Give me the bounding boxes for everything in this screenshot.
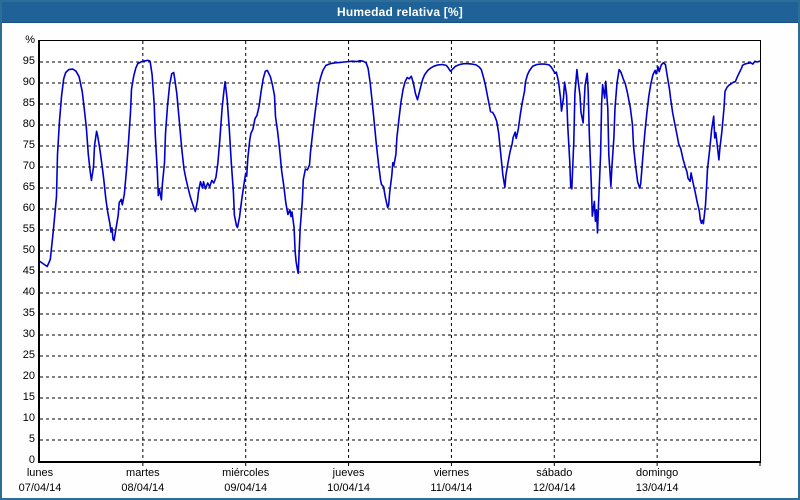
x-tick-label: martes 08/04/14 (91, 466, 195, 496)
window-title: Humedad relativa [%] (336, 5, 464, 19)
title-bar: Humedad relativa [%] (2, 2, 798, 23)
day-name-label: lunes (26, 467, 54, 479)
y-tick-label: 0 (28, 454, 35, 466)
y-tick-label: 60 (22, 202, 35, 214)
day-name-label: martes (126, 467, 160, 479)
y-tick-label: 45 (22, 265, 35, 277)
y-tick-label: 25 (22, 349, 35, 361)
y-tick-label: 10 (22, 412, 35, 424)
day-name-label: sábado (536, 467, 573, 479)
humidity-series-line (39, 59, 761, 275)
humidity-line-chart (39, 41, 761, 466)
day-date-label: 09/04/14 (224, 482, 268, 494)
y-axis-unit-label: % (25, 34, 35, 46)
y-tick-label: 15 (22, 391, 35, 403)
day-date-label: 13/04/14 (635, 482, 679, 494)
y-tick-label: 70 (22, 160, 35, 172)
day-date-label: 10/04/14 (327, 482, 370, 494)
y-tick-label: 75 (22, 139, 35, 151)
plot-area (38, 40, 761, 466)
y-tick-label: 95 (22, 55, 35, 67)
x-tick-label: sábado 12/04/14 (502, 466, 606, 496)
day-name-label: domingo (636, 467, 679, 479)
y-tick-label: 50 (22, 244, 35, 256)
y-tick-label: 5 (28, 433, 35, 445)
day-name-label: viernes (433, 467, 470, 479)
y-tick-label: 55 (22, 223, 35, 235)
day-name-label: miércoles (222, 467, 270, 479)
y-tick-label: 30 (22, 328, 35, 340)
y-tick-label: 65 (22, 181, 35, 193)
x-tick-label: domingo 13/04/14 (605, 466, 709, 496)
x-tick-label: jueves 10/04/14 (297, 466, 401, 496)
x-tick-label: viernes 11/04/14 (399, 466, 503, 496)
y-tick-label: 35 (22, 307, 35, 319)
y-tick-label: 90 (22, 76, 35, 88)
y-tick-label: 20 (22, 370, 35, 382)
x-tick-label: lunes 07/04/14 (0, 466, 92, 496)
day-date-label: 11/04/14 (430, 482, 473, 494)
x-tick-label: miércoles 09/04/14 (194, 466, 298, 496)
y-tick-label: 85 (22, 97, 35, 109)
day-date-label: 07/04/14 (18, 482, 62, 494)
day-date-label: 08/04/14 (121, 482, 165, 494)
day-name-label: jueves (332, 467, 365, 479)
y-tick-label: 80 (22, 118, 35, 130)
y-tick-label: 40 (22, 286, 35, 298)
chart-area: 0 5 10 15 20 25 30 35 40 45 50 55 60 65 70 75 80 85 90 95% … (2, 23, 798, 498)
day-date-label: 12/04/14 (532, 482, 576, 494)
